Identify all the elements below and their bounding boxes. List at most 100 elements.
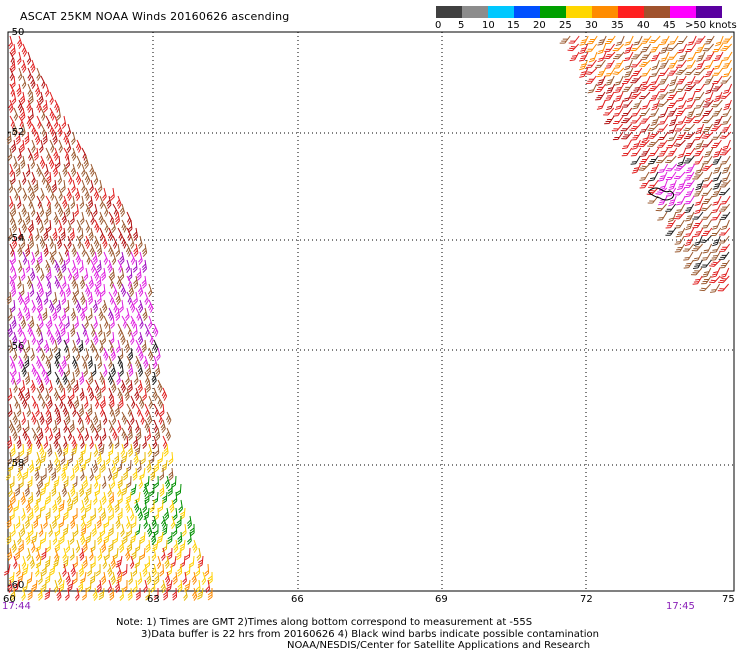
wind-barb <box>73 491 78 505</box>
wind-barb <box>138 475 143 489</box>
wind-barb <box>712 179 722 190</box>
wind-barb <box>138 251 143 265</box>
wind-barb <box>80 499 85 513</box>
wind-barb <box>54 451 59 465</box>
wind-barb <box>579 59 588 71</box>
wind-barb <box>80 515 86 529</box>
wind-barb <box>30 531 38 544</box>
wind-barb <box>44 419 50 433</box>
wind-barb <box>659 59 669 70</box>
wind-barb <box>657 99 669 107</box>
wind-barb <box>116 195 122 209</box>
wind-barb <box>154 459 159 473</box>
wind-barb <box>144 291 149 305</box>
wind-barb <box>129 507 135 521</box>
wind-barb <box>694 35 706 44</box>
wind-barb <box>721 171 731 182</box>
wind-barb <box>695 179 704 191</box>
wind-barb <box>17 147 22 161</box>
wind-barb <box>135 339 141 353</box>
wind-barb <box>195 563 201 577</box>
wind-barb <box>624 43 634 54</box>
wind-barb <box>677 91 687 102</box>
wind-barb <box>597 35 607 46</box>
wind-barb <box>182 571 187 585</box>
wind-barb <box>702 243 713 254</box>
wind-barb <box>107 579 113 593</box>
wind-barb <box>12 331 18 345</box>
wind-barb <box>117 387 123 401</box>
wind-barb <box>668 179 677 191</box>
wind-barb <box>142 499 148 513</box>
wind-barb <box>721 35 733 44</box>
wind-barb <box>17 531 22 545</box>
wind-barb <box>684 187 695 198</box>
wind-barb <box>699 283 711 292</box>
wind-barb <box>701 179 713 188</box>
wind-barb <box>73 267 79 281</box>
wind-barb <box>177 579 183 593</box>
wind-barb <box>86 515 92 529</box>
wind-barb <box>675 131 687 140</box>
wind-barb <box>57 219 63 233</box>
wind-barb <box>107 563 113 577</box>
wind-barb <box>88 227 94 241</box>
wind-barb <box>677 155 686 167</box>
wind-barb <box>118 539 125 553</box>
wind-barb <box>5 467 11 481</box>
wind-barb <box>65 411 71 425</box>
wind-barb <box>702 123 714 133</box>
wind-barb <box>13 395 19 409</box>
wind-barb <box>72 403 77 417</box>
wind-barb <box>631 163 642 174</box>
wind-barb <box>712 75 723 85</box>
wind-barb <box>44 371 50 385</box>
wind-barb <box>722 139 731 151</box>
wind-barb <box>129 531 137 544</box>
wind-barb <box>9 211 15 225</box>
wind-barb <box>135 419 140 433</box>
wind-barb <box>34 563 40 577</box>
wind-barb <box>56 235 62 249</box>
wind-barb <box>12 123 18 137</box>
wind-barb <box>639 59 651 68</box>
wind-barb <box>667 131 678 142</box>
wind-barb <box>167 547 173 561</box>
wind-barb <box>7 403 13 417</box>
wind-barb <box>630 147 642 157</box>
wind-barb <box>120 443 126 457</box>
wind-barb <box>38 379 45 393</box>
wind-barb <box>31 363 37 377</box>
wind-barb <box>629 123 641 132</box>
wind-barb <box>718 187 731 196</box>
wind-barb <box>687 35 697 46</box>
wind-barb <box>69 227 75 241</box>
wind-barb <box>31 171 36 185</box>
wind-barb <box>107 467 113 481</box>
wind-barb <box>37 251 43 265</box>
wind-barb <box>28 459 35 473</box>
wind-barb <box>31 299 36 313</box>
wind-barb <box>108 387 113 401</box>
wind-barb <box>21 395 28 409</box>
wind-barb <box>701 131 714 139</box>
wind-barb <box>127 379 133 393</box>
wind-barb <box>8 419 15 433</box>
wind-barb <box>71 275 77 289</box>
wind-barb <box>703 147 714 158</box>
wind-barb <box>585 67 598 75</box>
wind-barb <box>38 523 44 537</box>
wind-barb <box>73 523 79 537</box>
wind-barb <box>16 51 22 65</box>
wind-barb <box>55 459 61 473</box>
wind-barb <box>89 435 94 449</box>
wind-barb <box>137 363 144 377</box>
wind-barb <box>195 579 201 593</box>
wind-barb <box>633 35 643 46</box>
wind-barb <box>100 507 106 521</box>
wind-barb <box>146 571 152 585</box>
wind-barb <box>74 187 81 201</box>
scale-swatch <box>488 6 514 18</box>
wind-barb <box>655 203 667 212</box>
wind-barb <box>97 323 103 337</box>
